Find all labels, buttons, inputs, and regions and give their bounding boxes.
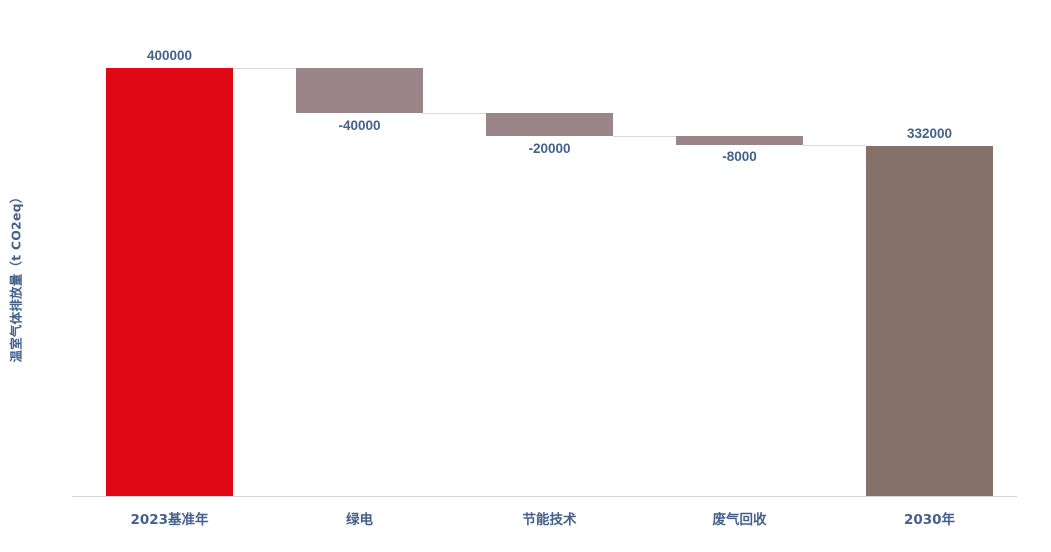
waterfall-connector <box>233 68 296 69</box>
bar-green-power[interactable] <box>296 68 423 113</box>
x-axis-category-label: 节能技术 <box>522 512 577 528</box>
bar-waste-gas[interactable] <box>676 136 803 145</box>
x-axis-category-label: 废气回收 <box>712 512 767 528</box>
x-axis-category-label: 2023基准年 <box>130 512 209 528</box>
value-label: -40000 <box>338 118 381 133</box>
value-label: 332000 <box>906 126 953 141</box>
waterfall-connector <box>613 136 676 137</box>
value-label: -20000 <box>528 141 571 156</box>
value-label: 400000 <box>146 48 193 63</box>
x-axis-category-label: 2030年 <box>903 512 956 528</box>
bar-target-2030[interactable] <box>866 146 993 496</box>
bar-energy-saving[interactable] <box>486 113 613 136</box>
bar-baseline-2023[interactable] <box>106 68 233 496</box>
x-axis-category-label: 绿电 <box>346 512 373 528</box>
waterfall-connector <box>423 113 486 114</box>
value-label: -8000 <box>722 149 757 164</box>
waterfall-connector <box>803 145 866 146</box>
x-axis-line <box>72 496 1017 497</box>
